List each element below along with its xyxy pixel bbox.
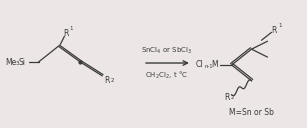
Text: R: R (104, 76, 110, 85)
Text: 2: 2 (231, 95, 235, 100)
Text: R: R (64, 29, 69, 38)
Text: 1: 1 (69, 26, 73, 31)
Text: 2: 2 (111, 78, 114, 83)
Text: 1: 1 (278, 23, 282, 28)
Text: M: M (212, 61, 218, 70)
Text: Si: Si (19, 57, 25, 67)
Text: R: R (271, 26, 277, 35)
Text: Me: Me (6, 57, 17, 67)
Text: M=Sn or Sb: M=Sn or Sb (229, 108, 274, 117)
Text: CH$_2$Cl$_2$, t °C: CH$_2$Cl$_2$, t °C (146, 70, 188, 81)
Text: 3: 3 (15, 61, 19, 66)
Text: SnCl$_4$ or SbCl$_3$: SnCl$_4$ or SbCl$_3$ (141, 46, 192, 56)
Text: R: R (225, 93, 230, 102)
Text: n-1: n-1 (205, 65, 213, 70)
Text: Cl: Cl (196, 61, 203, 70)
